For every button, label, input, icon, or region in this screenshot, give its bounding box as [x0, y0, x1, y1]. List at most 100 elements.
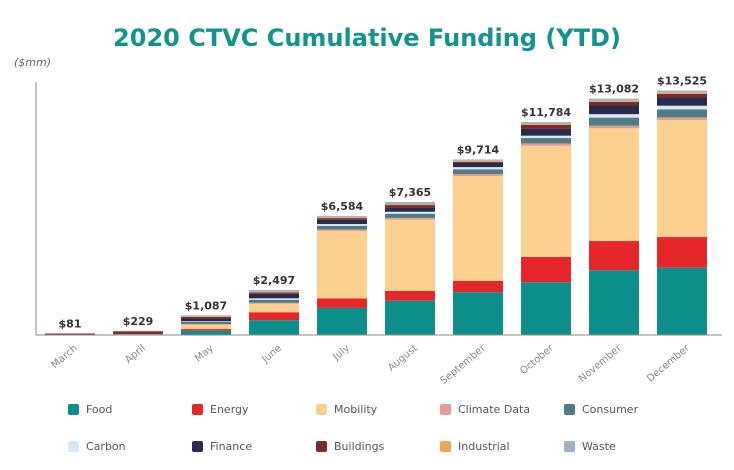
bar-stack-december: [657, 90, 707, 335]
legend-label: Carbon: [86, 439, 126, 453]
bar-segment-mobility-october: [521, 145, 571, 257]
bar-segment-food-september: [453, 292, 503, 335]
bar-segment-mobility-november: [589, 128, 639, 242]
legend-item-consumer: Consumer: [564, 402, 688, 416]
legend-swatch: [564, 403, 575, 415]
axes-layer: [35, 82, 722, 336]
bar-segment-energy-august: [385, 290, 435, 301]
bar-segment-industrial-may: [181, 316, 231, 317]
legend-swatch: [564, 440, 575, 452]
bar-segment-industrial-december: [657, 92, 707, 94]
bar-segment-consumer-july: [317, 225, 367, 230]
bar-segment-industrial-august: [385, 203, 435, 206]
legend-item-carbon: Carbon: [68, 439, 192, 453]
bar-stack-october: [521, 122, 571, 335]
total-label-may: $1,087: [185, 299, 227, 312]
x-tick-label-march: March: [50, 343, 80, 371]
bar-segment-consumer-september: [453, 169, 503, 174]
chart-title: 2020 CTVC Cumulative Funding (YTD): [113, 24, 621, 52]
x-tick-label-november: November: [577, 342, 625, 384]
x-tick-label-april: April: [123, 343, 148, 366]
legend-swatch: [68, 440, 79, 452]
legend-item-climate-data: Climate Data: [440, 402, 564, 416]
legend-label: Consumer: [582, 402, 639, 416]
bar-segment-buildings-august: [385, 205, 435, 208]
legend-swatch: [192, 403, 203, 415]
bar-segment-carbon-september: [453, 167, 503, 170]
bar-segment-finance-august: [385, 207, 435, 212]
legend-label: Buildings: [334, 439, 385, 453]
bar-segment-finance-july: [317, 219, 367, 225]
legend-swatch: [192, 440, 203, 452]
total-label-december: $13,525: [657, 75, 707, 88]
bar-segment-food-may: [181, 330, 231, 335]
bar-segment-food-december: [657, 267, 707, 335]
bar-segment-waste-december: [657, 90, 707, 93]
bar-segment-buildings-march: [45, 333, 95, 335]
bar-segment-consumer-may: [181, 321, 231, 324]
bar-segment-climate-data-november: [589, 125, 639, 129]
x-tick-label-june: June: [259, 343, 284, 366]
bar-stack-june: [249, 289, 299, 335]
bar-stack-july: [317, 216, 367, 335]
bar-segment-consumer-october: [521, 138, 571, 144]
bar-segment-food-june: [249, 320, 299, 335]
bar-segment-food-august: [385, 300, 435, 335]
bar-segment-waste-july: [317, 216, 367, 218]
bar-segment-industrial-june: [249, 291, 299, 293]
bar-segment-carbon-may: [181, 321, 231, 322]
bar-segment-consumer-june: [249, 299, 299, 303]
bar-segment-mobility-may: [181, 324, 231, 330]
bar-segment-waste-october: [521, 122, 571, 124]
bar-segment-buildings-april: [113, 331, 163, 334]
bar-segment-waste-september: [453, 159, 503, 161]
bar-segment-industrial-april: [113, 330, 163, 332]
total-label-july: $6,584: [321, 200, 364, 213]
bar-segment-buildings-december: [657, 93, 707, 98]
legend-item-energy: Energy: [192, 402, 316, 416]
legend-swatch: [440, 403, 451, 415]
x-tick-label-may: May: [193, 343, 216, 365]
bar-segment-carbon-october: [521, 135, 571, 139]
x-tick-label-july: July: [330, 343, 352, 364]
bar-segment-waste-june: [249, 289, 299, 292]
legend-label: Finance: [210, 439, 253, 453]
bar-segment-consumer-august: [385, 213, 435, 218]
stacked-bar-chart: $81 March $229 April $1,087 May $2,497 June $6,5…: [35, 75, 722, 387]
bar-segment-carbon-august: [385, 211, 435, 214]
bar-segment-mobility-december: [657, 120, 707, 238]
bar-segment-finance-june: [249, 293, 299, 299]
bar-stack-november: [589, 98, 639, 335]
bar-segment-energy-september: [453, 280, 503, 293]
legend-label: Mobility: [334, 402, 378, 416]
bar-segment-buildings-november: [589, 101, 639, 106]
bar-segment-food-november: [589, 270, 639, 335]
bar-segment-energy-october: [521, 256, 571, 283]
bar-segment-climate-data-september: [453, 173, 503, 177]
bar-segment-finance-october: [521, 128, 571, 136]
bar-segment-industrial-july: [317, 217, 367, 219]
bar-segment-finance-september: [453, 162, 503, 168]
bar-segment-finance-november: [589, 105, 639, 115]
legend-item-mobility: Mobility: [316, 402, 440, 416]
legend-label: Waste: [582, 439, 616, 453]
bar-segment-climate-data-june: [249, 302, 299, 304]
legend-swatch: [440, 440, 451, 452]
bar-segment-energy-may: [181, 329, 231, 331]
bar-segment-climate-data-december: [657, 117, 707, 121]
bar-segment-buildings-june: [249, 292, 299, 294]
total-label-october: $11,784: [521, 106, 571, 119]
total-label-november: $13,082: [589, 83, 639, 96]
bar-segment-energy-july: [317, 298, 367, 308]
legend-label: Food: [86, 402, 113, 416]
legend-swatch: [316, 403, 327, 415]
bar-segment-mobility-september: [453, 176, 503, 281]
legend-label: Climate Data: [458, 402, 531, 416]
bar-segment-waste-august: [385, 201, 435, 204]
bar-segment-buildings-july: [317, 218, 367, 220]
bar-segment-climate-data-october: [521, 143, 571, 146]
bar-segment-carbon-june: [249, 298, 299, 300]
total-label-june: $2,497: [253, 274, 295, 287]
x-tick-label-october: October: [518, 342, 556, 377]
legend-item-buildings: Buildings: [316, 439, 440, 453]
